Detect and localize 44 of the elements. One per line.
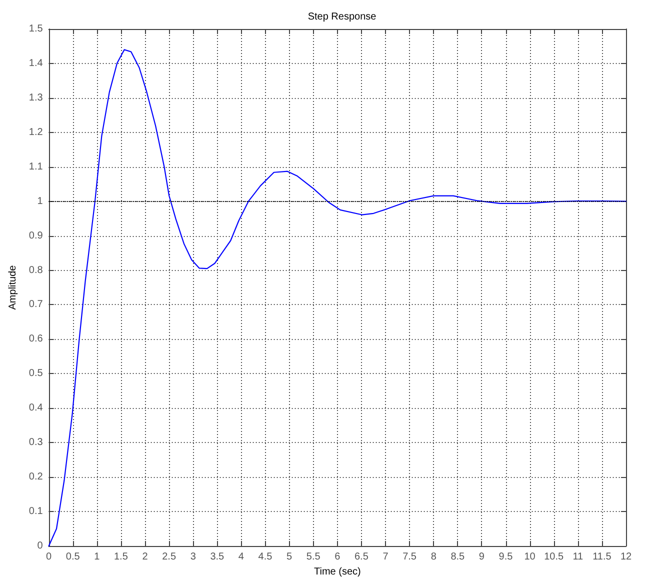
x-tick-label: 0 bbox=[46, 552, 52, 562]
y-tick-label: 0.9 bbox=[28, 230, 44, 242]
x-axis-title: Time (sec) bbox=[314, 566, 361, 578]
y-tick-label: 0.2 bbox=[28, 472, 44, 483]
x-tick-label: 3 bbox=[190, 552, 196, 562]
x-tick-label: 8.5 bbox=[450, 552, 466, 562]
y-tick-label: 1.2 bbox=[28, 126, 44, 138]
x-tick-label: 6.5 bbox=[354, 552, 369, 562]
y-tick-label: 0.4 bbox=[28, 402, 44, 414]
x-tick-label: 10 bbox=[524, 552, 536, 562]
x-tick-label: 12 bbox=[620, 552, 632, 562]
x-tick-label: 8 bbox=[430, 552, 437, 562]
x-tick-label: 4.5 bbox=[258, 552, 273, 562]
y-tick-label: 1.5 bbox=[28, 24, 44, 34]
x-tick-label: 10.5 bbox=[544, 552, 564, 562]
y-tick-label: 0.6 bbox=[28, 334, 44, 345]
x-tick-label: 9.5 bbox=[498, 552, 514, 562]
x-tick-label: 2.5 bbox=[162, 552, 176, 562]
x-tick-label: 1.5 bbox=[114, 552, 128, 562]
x-tick-label: 11 bbox=[572, 552, 584, 562]
x-tick-label: 7 bbox=[382, 552, 389, 562]
y-tick-label: 0 bbox=[37, 540, 44, 552]
x-tick-label: 7.5 bbox=[402, 552, 417, 562]
y-tick-label: 0.5 bbox=[28, 368, 44, 380]
y-tick-label: 0.7 bbox=[28, 299, 44, 310]
x-tick-label: 4 bbox=[238, 552, 244, 562]
y-tick-label: 0.8 bbox=[28, 264, 44, 276]
x-tick-label: 5 bbox=[286, 552, 293, 562]
x-tick-label: 6 bbox=[334, 552, 341, 562]
y-tick-label: 0.1 bbox=[28, 506, 44, 518]
y-axis-title: Amplitude bbox=[8, 264, 18, 310]
x-tick-label: 3.5 bbox=[210, 552, 225, 562]
y-tick-label: 1.3 bbox=[28, 92, 44, 104]
chart-title: Step Response bbox=[308, 12, 377, 22]
x-tick-label: 11.5 bbox=[592, 552, 612, 562]
x-tick-label: 2 bbox=[142, 552, 148, 562]
x-tick-label: 9 bbox=[478, 552, 485, 562]
y-tick-label: 1 bbox=[37, 196, 44, 207]
x-tick-label: 1 bbox=[94, 552, 100, 562]
y-tick-label: 0.3 bbox=[28, 437, 44, 448]
x-tick-label: 5.5 bbox=[306, 552, 321, 562]
x-tick-label: 0.5 bbox=[66, 552, 80, 562]
y-tick-label: 1.4 bbox=[28, 58, 44, 69]
y-tick-label: 1.1 bbox=[28, 161, 44, 172]
